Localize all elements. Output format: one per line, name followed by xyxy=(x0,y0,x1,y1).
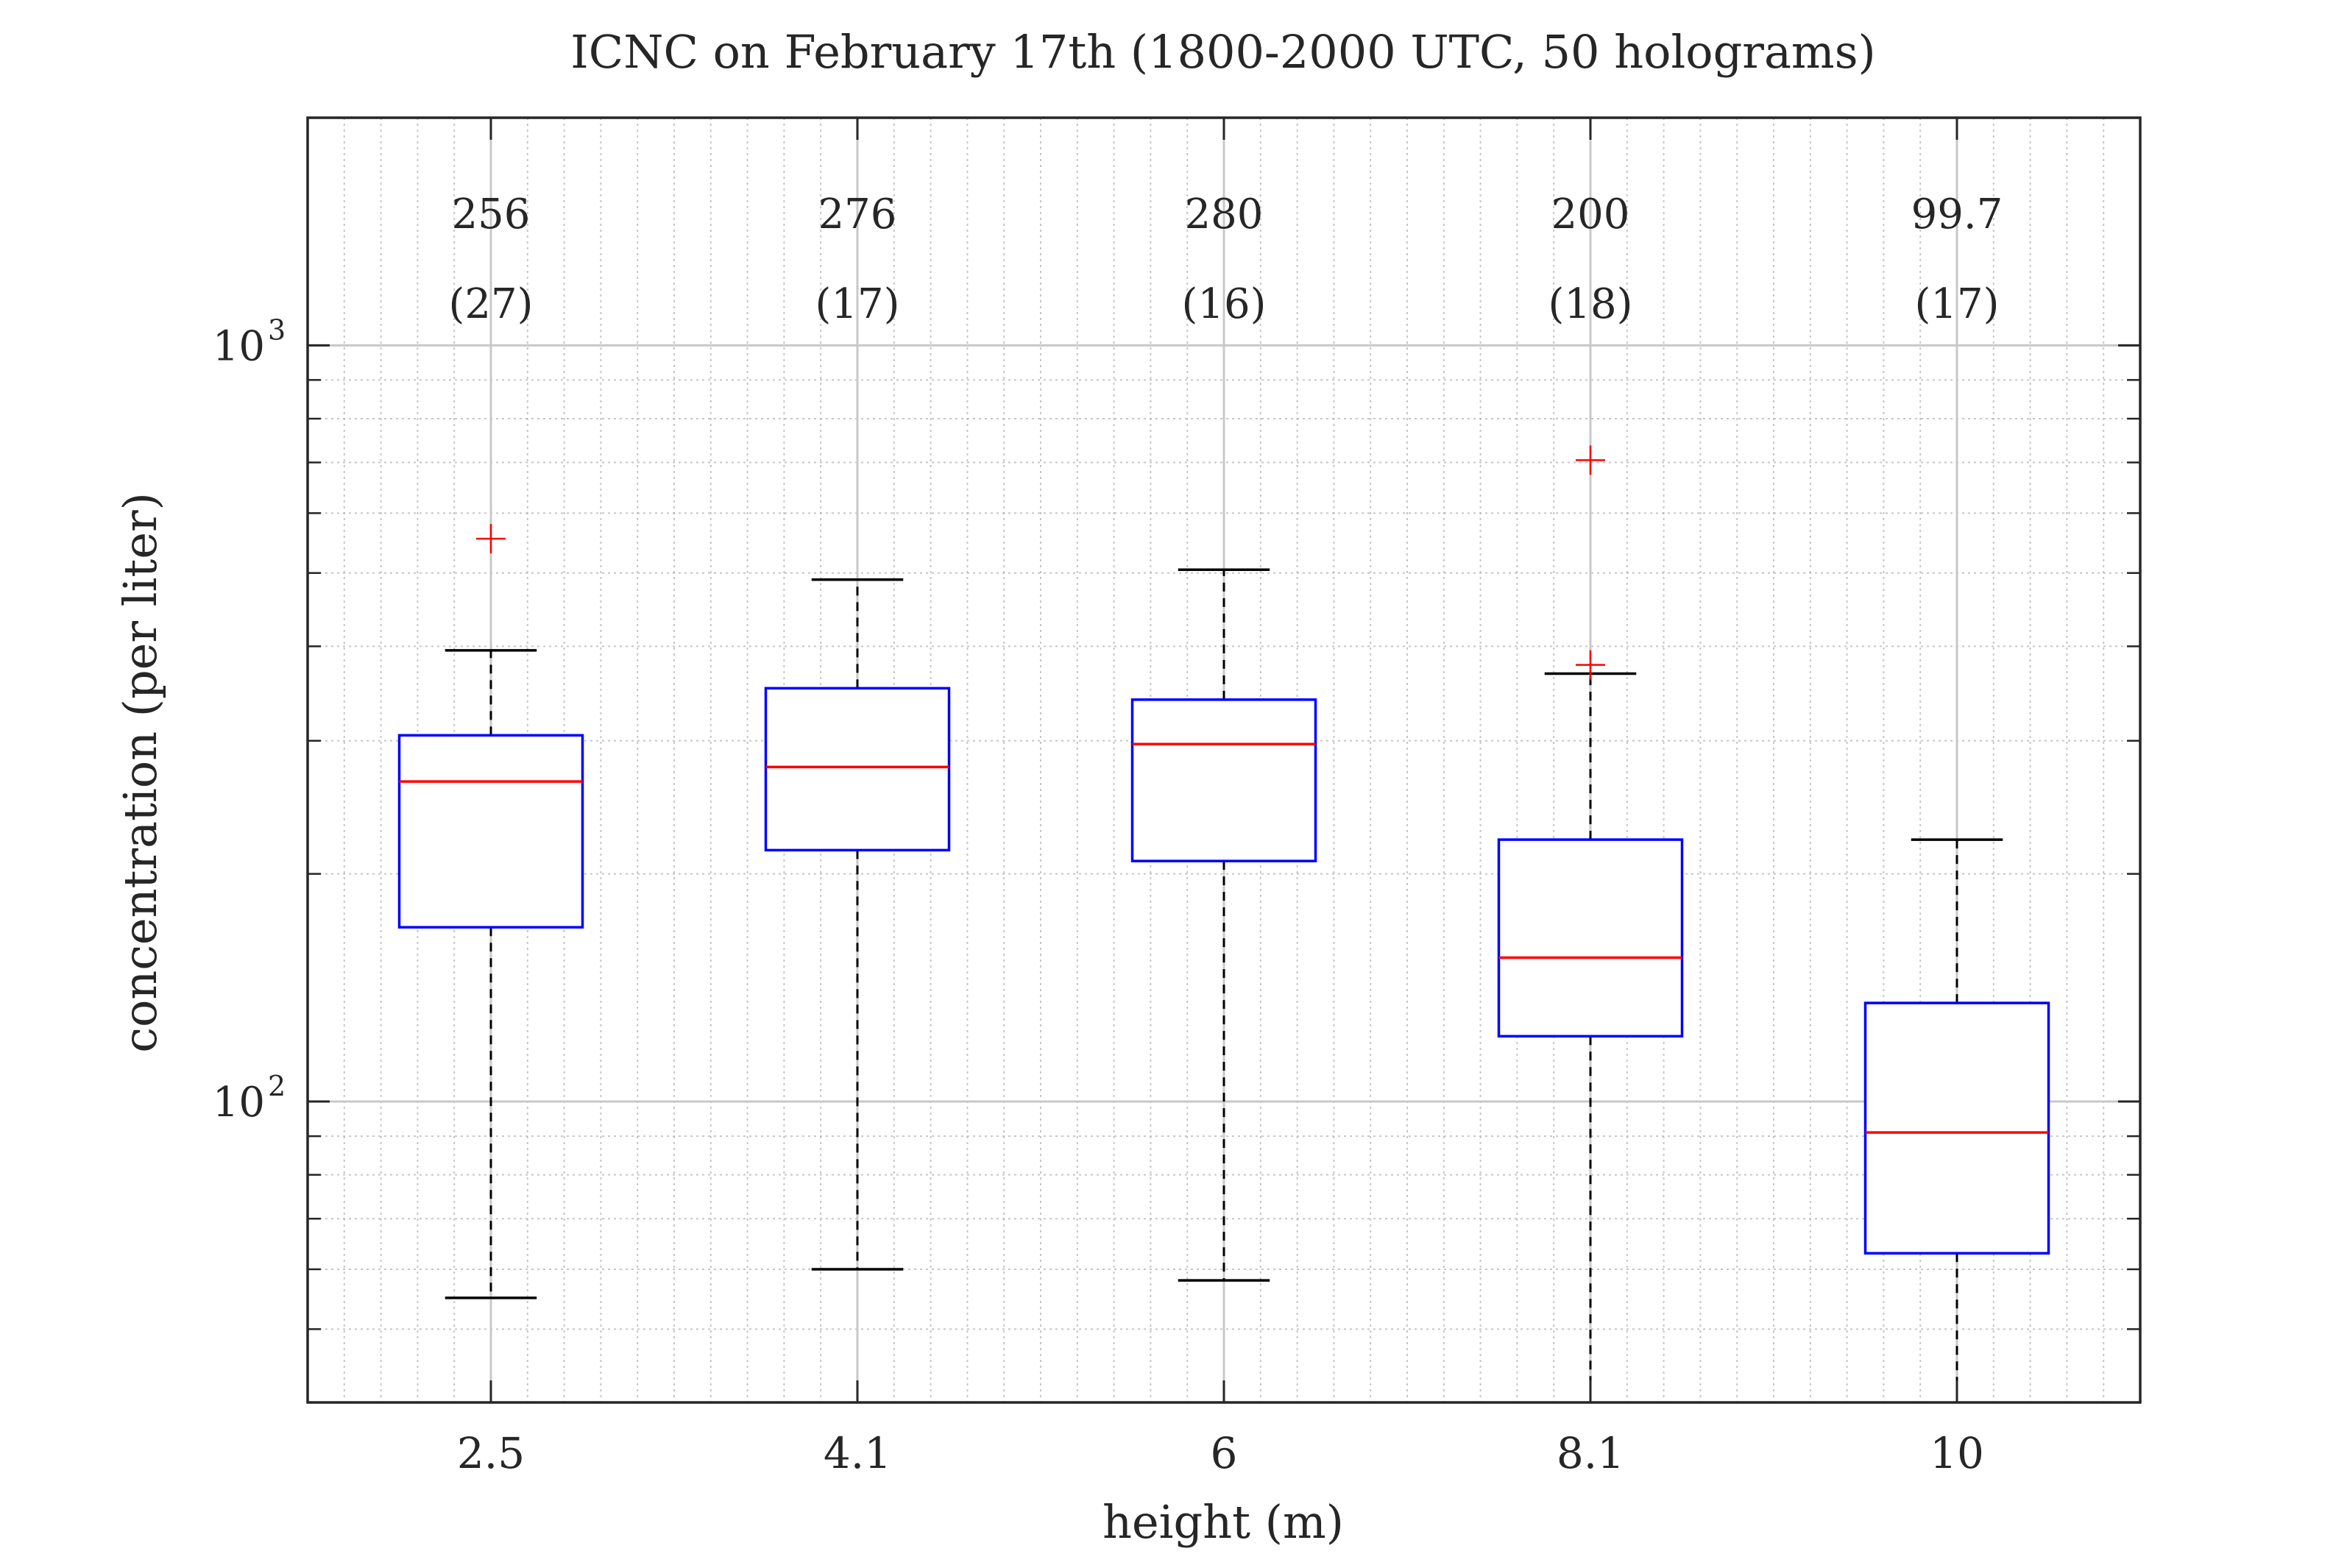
y-tick-label-exponent: 2 xyxy=(268,1070,286,1102)
y-tick-label-exponent: 3 xyxy=(268,313,286,346)
chart-title: ICNC on February 17th (1800-2000 UTC, 50… xyxy=(570,25,1875,79)
annotation-count: (17) xyxy=(815,280,900,328)
outlier-marker xyxy=(1576,445,1605,475)
annotation-count: (27) xyxy=(449,280,534,328)
y-tick-label: 10 xyxy=(213,1079,265,1127)
axes-frame xyxy=(306,116,2142,1404)
box-group-8.1: 200 (18) xyxy=(1497,191,1684,1402)
iqr-box xyxy=(1497,838,1684,1038)
x-tick-label: 10 xyxy=(1930,1428,1984,1478)
x-tick-label: 4.1 xyxy=(824,1428,891,1478)
x-tick-label: 2.5 xyxy=(457,1428,525,1478)
x-tick-label: 8.1 xyxy=(1557,1428,1624,1478)
x-tick-label: 6 xyxy=(1211,1428,1238,1478)
box-group-2.5: 256 (27) xyxy=(397,191,584,1299)
annotation-value: 99.7 xyxy=(1911,191,2003,238)
annotation-count: (18) xyxy=(1548,280,1633,328)
iqr-box xyxy=(1130,698,1317,862)
y-tick-label: 10 xyxy=(213,322,265,370)
y-axis-label: concentration (per liter) xyxy=(113,492,167,1053)
annotation-count: (17) xyxy=(1915,280,2000,328)
iqr-box xyxy=(397,734,584,929)
annotation-value: 276 xyxy=(818,191,897,238)
box-group-4.1: 276 (17) xyxy=(764,191,951,1271)
iqr-box xyxy=(1863,1001,2050,1255)
plot-area: 256 (27) 276 (17) 280 (16) 200 (18) 99.7 (17) xyxy=(397,191,2050,1402)
annotation-count: (16) xyxy=(1182,280,1267,328)
outlier-marker xyxy=(1576,650,1605,680)
annotation-value: 256 xyxy=(452,191,531,238)
box-group-10: 99.7 (17) xyxy=(1863,191,2050,1402)
annotation-value: 280 xyxy=(1185,191,1264,238)
iqr-box xyxy=(764,687,951,852)
box-group-6: 280 (16) xyxy=(1130,191,1317,1282)
axes: 10 210 32.5 4.1 6 8.1 10 xyxy=(213,116,2142,1478)
outlier-marker xyxy=(476,524,506,554)
x-axis-label: height (m) xyxy=(1102,1495,1344,1549)
annotation-value: 200 xyxy=(1551,191,1630,238)
